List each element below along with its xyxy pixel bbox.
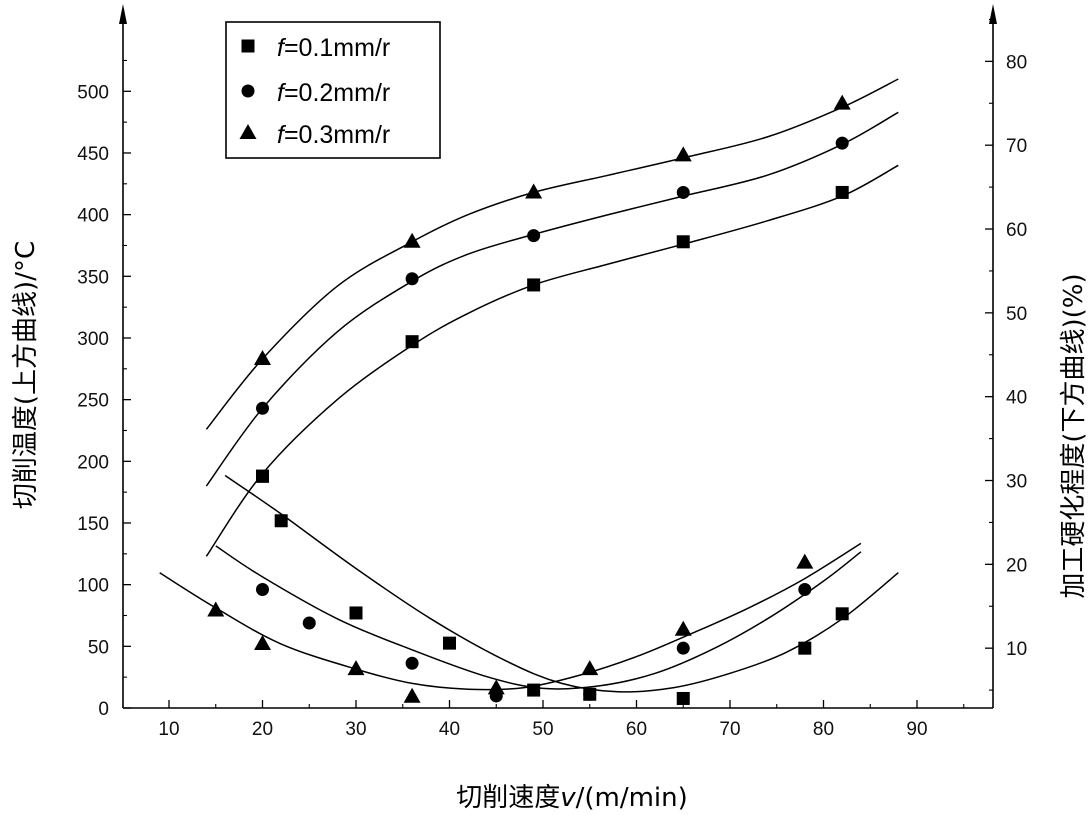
right-axis-arrow-icon (989, 4, 997, 24)
left-tick-label: 300 (77, 329, 109, 350)
data-point-triangle (674, 620, 692, 636)
data-point-circle (835, 136, 849, 150)
axes: 10 20 30 40 50 60 70 80 90 0 50 100 150 200 250 300 350 4… (11, 4, 1089, 813)
x-tick-label: 30 (345, 719, 366, 740)
plot-area (159, 78, 899, 705)
data-point-triangle (487, 679, 505, 695)
data-point-square (798, 641, 812, 655)
left-tick-label: 350 (77, 267, 109, 288)
x-axis-title: 切削速度v/(m/min) (456, 783, 688, 813)
data-point-triangle (403, 232, 421, 248)
legend-entry-label: f=0.3mm/r (277, 121, 390, 149)
legend-marker-square (241, 39, 255, 53)
right-tick-label: 40 (1006, 388, 1027, 409)
series-hardening-triangle (159, 542, 862, 703)
data-point-square (676, 235, 690, 249)
x-tick-label: 10 (158, 719, 179, 740)
series-hardening-square (224, 469, 899, 705)
x-tick-label: 50 (532, 719, 553, 740)
right-tick-label: 20 (1006, 555, 1027, 576)
series-fit-curve (224, 474, 899, 693)
left-tick-label: 150 (77, 514, 109, 535)
data-point-square (835, 607, 849, 621)
left-tick-label: 100 (77, 576, 109, 597)
left-tick-label: 500 (77, 82, 109, 103)
x-tick-label: 90 (906, 719, 927, 740)
data-point-triangle (347, 660, 365, 676)
data-point-square (676, 691, 690, 705)
right-tick-label: 10 (1006, 639, 1027, 660)
x-tick-label: 20 (252, 719, 273, 740)
left-tick-label: 400 (77, 206, 109, 227)
data-point-triangle (796, 553, 814, 569)
data-point-circle (527, 229, 541, 243)
left-tick-label: 50 (88, 637, 109, 658)
series-temperature-circle (205, 111, 899, 487)
series-fit-curve (215, 545, 862, 690)
data-point-triangle (254, 634, 271, 650)
series-fit-curve (205, 111, 899, 487)
data-point-circle (256, 582, 269, 596)
left-tick-label: 0 (98, 699, 109, 720)
legend: f=0.1mm/r f=0.2mm/r f=0.3mm/r (225, 21, 441, 159)
x-tick-label: 70 (719, 719, 740, 740)
data-point-triangle (833, 94, 851, 110)
left-tick-label: 200 (77, 452, 109, 473)
series-fit-curve (159, 542, 862, 691)
right-tick-label: 70 (1006, 136, 1027, 157)
right-tick-label: 50 (1006, 304, 1027, 325)
legend-marker-circle (241, 84, 255, 98)
data-point-triangle (403, 687, 421, 703)
left-tick-label: 450 (77, 144, 109, 165)
x-tick-label: 80 (813, 719, 834, 740)
data-point-circle (676, 641, 690, 655)
data-point-square (527, 278, 541, 292)
data-point-square (349, 606, 363, 620)
data-point-triangle (254, 349, 271, 365)
data-point-square (274, 514, 288, 528)
data-point-square (405, 335, 419, 349)
data-point-square (256, 469, 269, 483)
data-point-triangle (525, 183, 543, 199)
data-point-circle (302, 616, 316, 630)
legend-entry-label: f=0.2mm/r (277, 79, 390, 107)
series-hardening-circle (215, 545, 862, 703)
series-temperature-triangle (205, 78, 899, 430)
x-tick-label: 60 (626, 719, 647, 740)
right-tick-label: 60 (1006, 220, 1027, 241)
left-tick-label: 250 (77, 391, 109, 412)
data-point-circle (256, 401, 269, 415)
right-tick-label: 80 (1006, 52, 1027, 73)
right-tick-label: 30 (1006, 472, 1027, 493)
left-axis-arrow-icon (119, 4, 127, 24)
data-point-circle (798, 582, 812, 596)
x-tick-label: 40 (439, 719, 460, 740)
data-point-triangle (207, 601, 225, 617)
legend-entry-label: f=0.1mm/r (277, 34, 390, 62)
data-point-circle (405, 272, 419, 286)
legend-box (225, 21, 441, 159)
data-point-circle (676, 185, 690, 199)
data-point-triangle (674, 146, 692, 162)
legend-marker-triangle (239, 124, 257, 139)
data-point-square (835, 185, 849, 199)
data-point-circle (405, 656, 419, 670)
series-temperature-square (205, 164, 899, 557)
series-fit-curve (205, 164, 899, 557)
data-point-circle (583, 687, 597, 701)
right-axis-title: 加工硬化程度(下方曲线)(%) (1059, 273, 1089, 598)
data-point-triangle (581, 660, 599, 676)
left-axis-title: 切削温度(上方曲线)/°C (11, 241, 41, 509)
data-point-square (443, 636, 456, 650)
